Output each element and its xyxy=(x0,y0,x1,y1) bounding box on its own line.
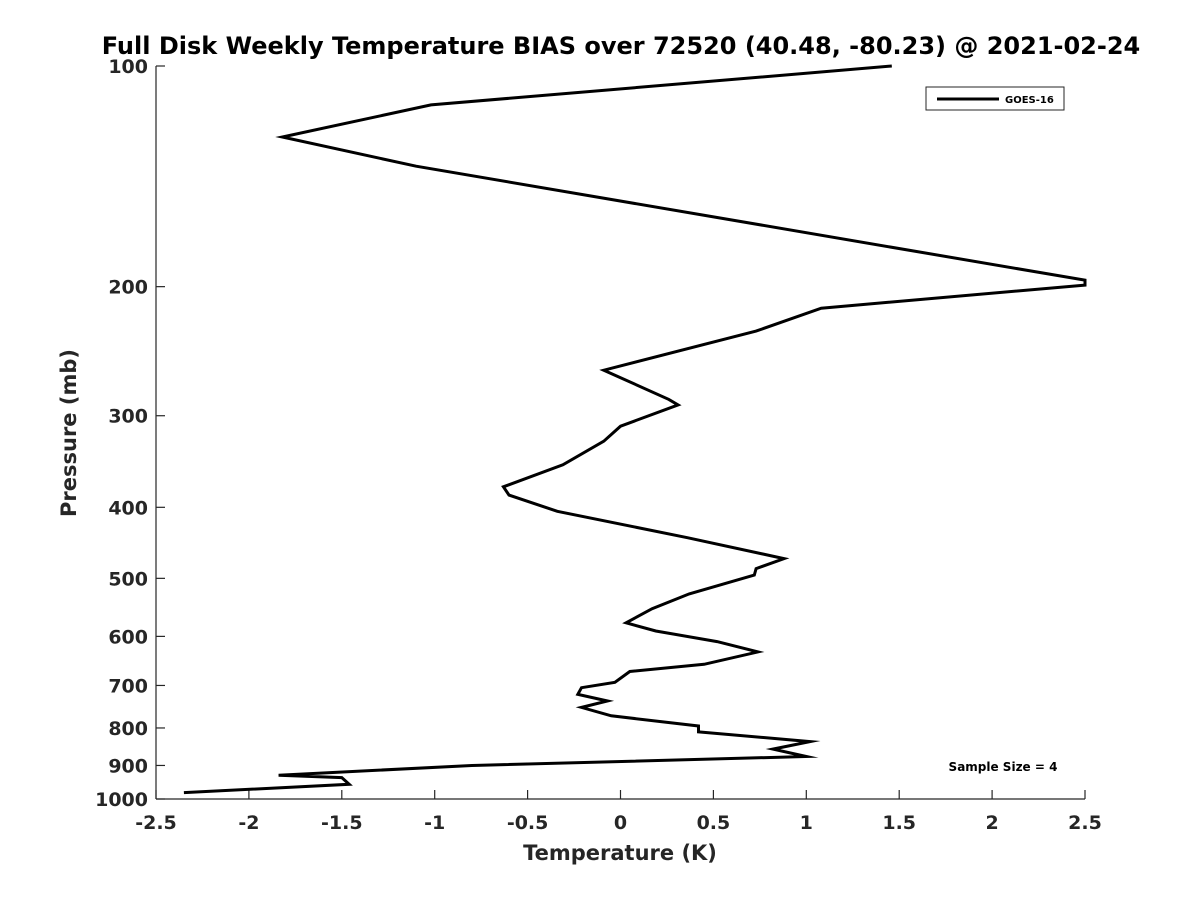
x-tick-label: -0.5 xyxy=(507,812,549,834)
legend: GOES-16 xyxy=(925,86,1065,111)
y-tick-label: 200 xyxy=(108,277,148,299)
series-layer xyxy=(183,64,1087,795)
x-tick-label: 1 xyxy=(800,812,813,834)
y-tick-label: 100 xyxy=(108,56,148,78)
chart-title: Full Disk Weekly Temperature BIAS over 7… xyxy=(102,32,1141,60)
ticks: -2.5 -2 -1.5 -1 -0.5 0 0.5 1 1.5 2 2.5 100 200 300 400… xyxy=(95,56,1102,834)
x-tick-label: 2.5 xyxy=(1068,812,1102,834)
y-tick-label: 300 xyxy=(108,406,148,428)
x-tick-label: 2 xyxy=(985,812,998,834)
x-tick-label: -1 xyxy=(424,812,445,834)
x-tick-label: 1.5 xyxy=(882,812,916,834)
x-axis-label: Temperature (K) xyxy=(523,841,717,865)
x-tick-label: -2 xyxy=(238,812,259,834)
x-tick-label: -1.5 xyxy=(321,812,363,834)
y-tick-label: 400 xyxy=(108,497,148,519)
legend-label: GOES-16 xyxy=(1005,95,1054,106)
y-tick-label: 900 xyxy=(108,755,148,777)
y-tick-label: 700 xyxy=(108,675,148,697)
y-axis-label: Pressure (mb) xyxy=(57,349,81,517)
series-line-goes-16 xyxy=(183,64,1087,795)
y-tick-label: 800 xyxy=(108,718,148,740)
x-tick-label: 0.5 xyxy=(697,812,731,834)
y-tick-label: 500 xyxy=(108,568,148,590)
y-tick-label: 600 xyxy=(108,626,148,648)
y-tick-label: 1000 xyxy=(95,789,148,811)
x-tick-label: 0 xyxy=(614,812,627,834)
sample-size-annotation: Sample Size = 4 xyxy=(949,760,1058,774)
x-tick-label: -2.5 xyxy=(135,812,177,834)
